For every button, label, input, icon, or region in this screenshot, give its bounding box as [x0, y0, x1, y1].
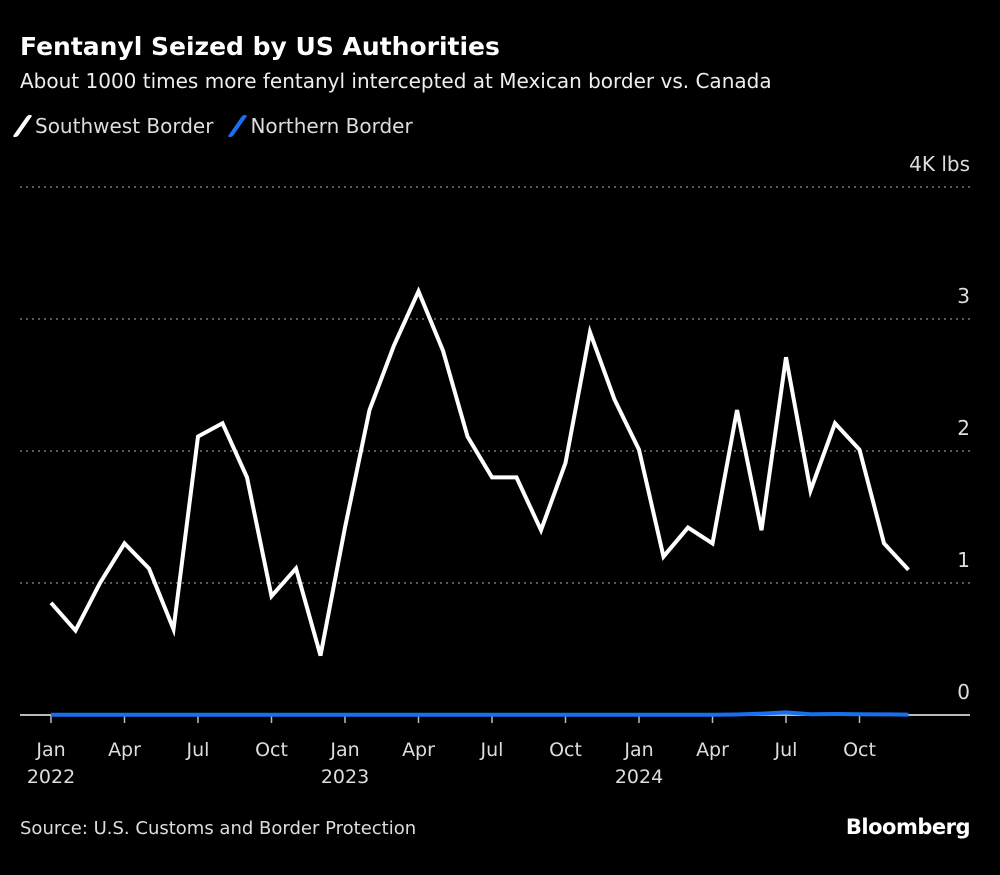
x-year-label: 2022 [27, 766, 75, 788]
chart-subtitle: About 1000 times more fentanyl intercept… [20, 69, 772, 93]
y-tick-label: 3 [957, 284, 970, 308]
x-tick-label: Jan [623, 739, 653, 761]
legend-item-northern: Northern Border [227, 114, 413, 138]
legend: Southwest Border Northern Border [12, 114, 413, 138]
y-tick-label: 1 [957, 548, 970, 572]
legend-label-southwest: Southwest Border [35, 114, 214, 138]
bloomberg-logo: Bloomberg [845, 815, 971, 839]
x-tick-label: Oct [255, 739, 288, 761]
x-year-label: 2024 [615, 766, 663, 788]
legend-label-northern: Northern Border [250, 114, 413, 138]
x-tick-label: Jan [35, 739, 65, 761]
source-note: Source: U.S. Customs and Border Protecti… [20, 818, 417, 839]
x-tick-label: Jan [329, 739, 359, 761]
x-tick-label: Apr [696, 739, 729, 761]
x-tick-label: Apr [108, 739, 141, 761]
chart-title: Fentanyl Seized by US Authorities [20, 32, 500, 61]
y-tick-label: 0 [957, 680, 970, 704]
x-tick-label: Apr [402, 739, 435, 761]
x-tick-label: Jul [186, 739, 210, 761]
x-year-label: 2023 [321, 766, 369, 788]
series-line-southwest-border [49, 286, 910, 657]
x-tick-label: Jul [774, 739, 798, 761]
x-tick-label: Oct [843, 739, 876, 761]
y-tick-label: 2 [957, 416, 970, 440]
x-tick-label: Jul [480, 739, 504, 761]
x-tick-label: Oct [549, 739, 582, 761]
y-tick-label: 4K lbs [909, 152, 970, 176]
legend-item-southwest: Southwest Border [12, 114, 214, 138]
series-line-northern-border [51, 710, 909, 717]
